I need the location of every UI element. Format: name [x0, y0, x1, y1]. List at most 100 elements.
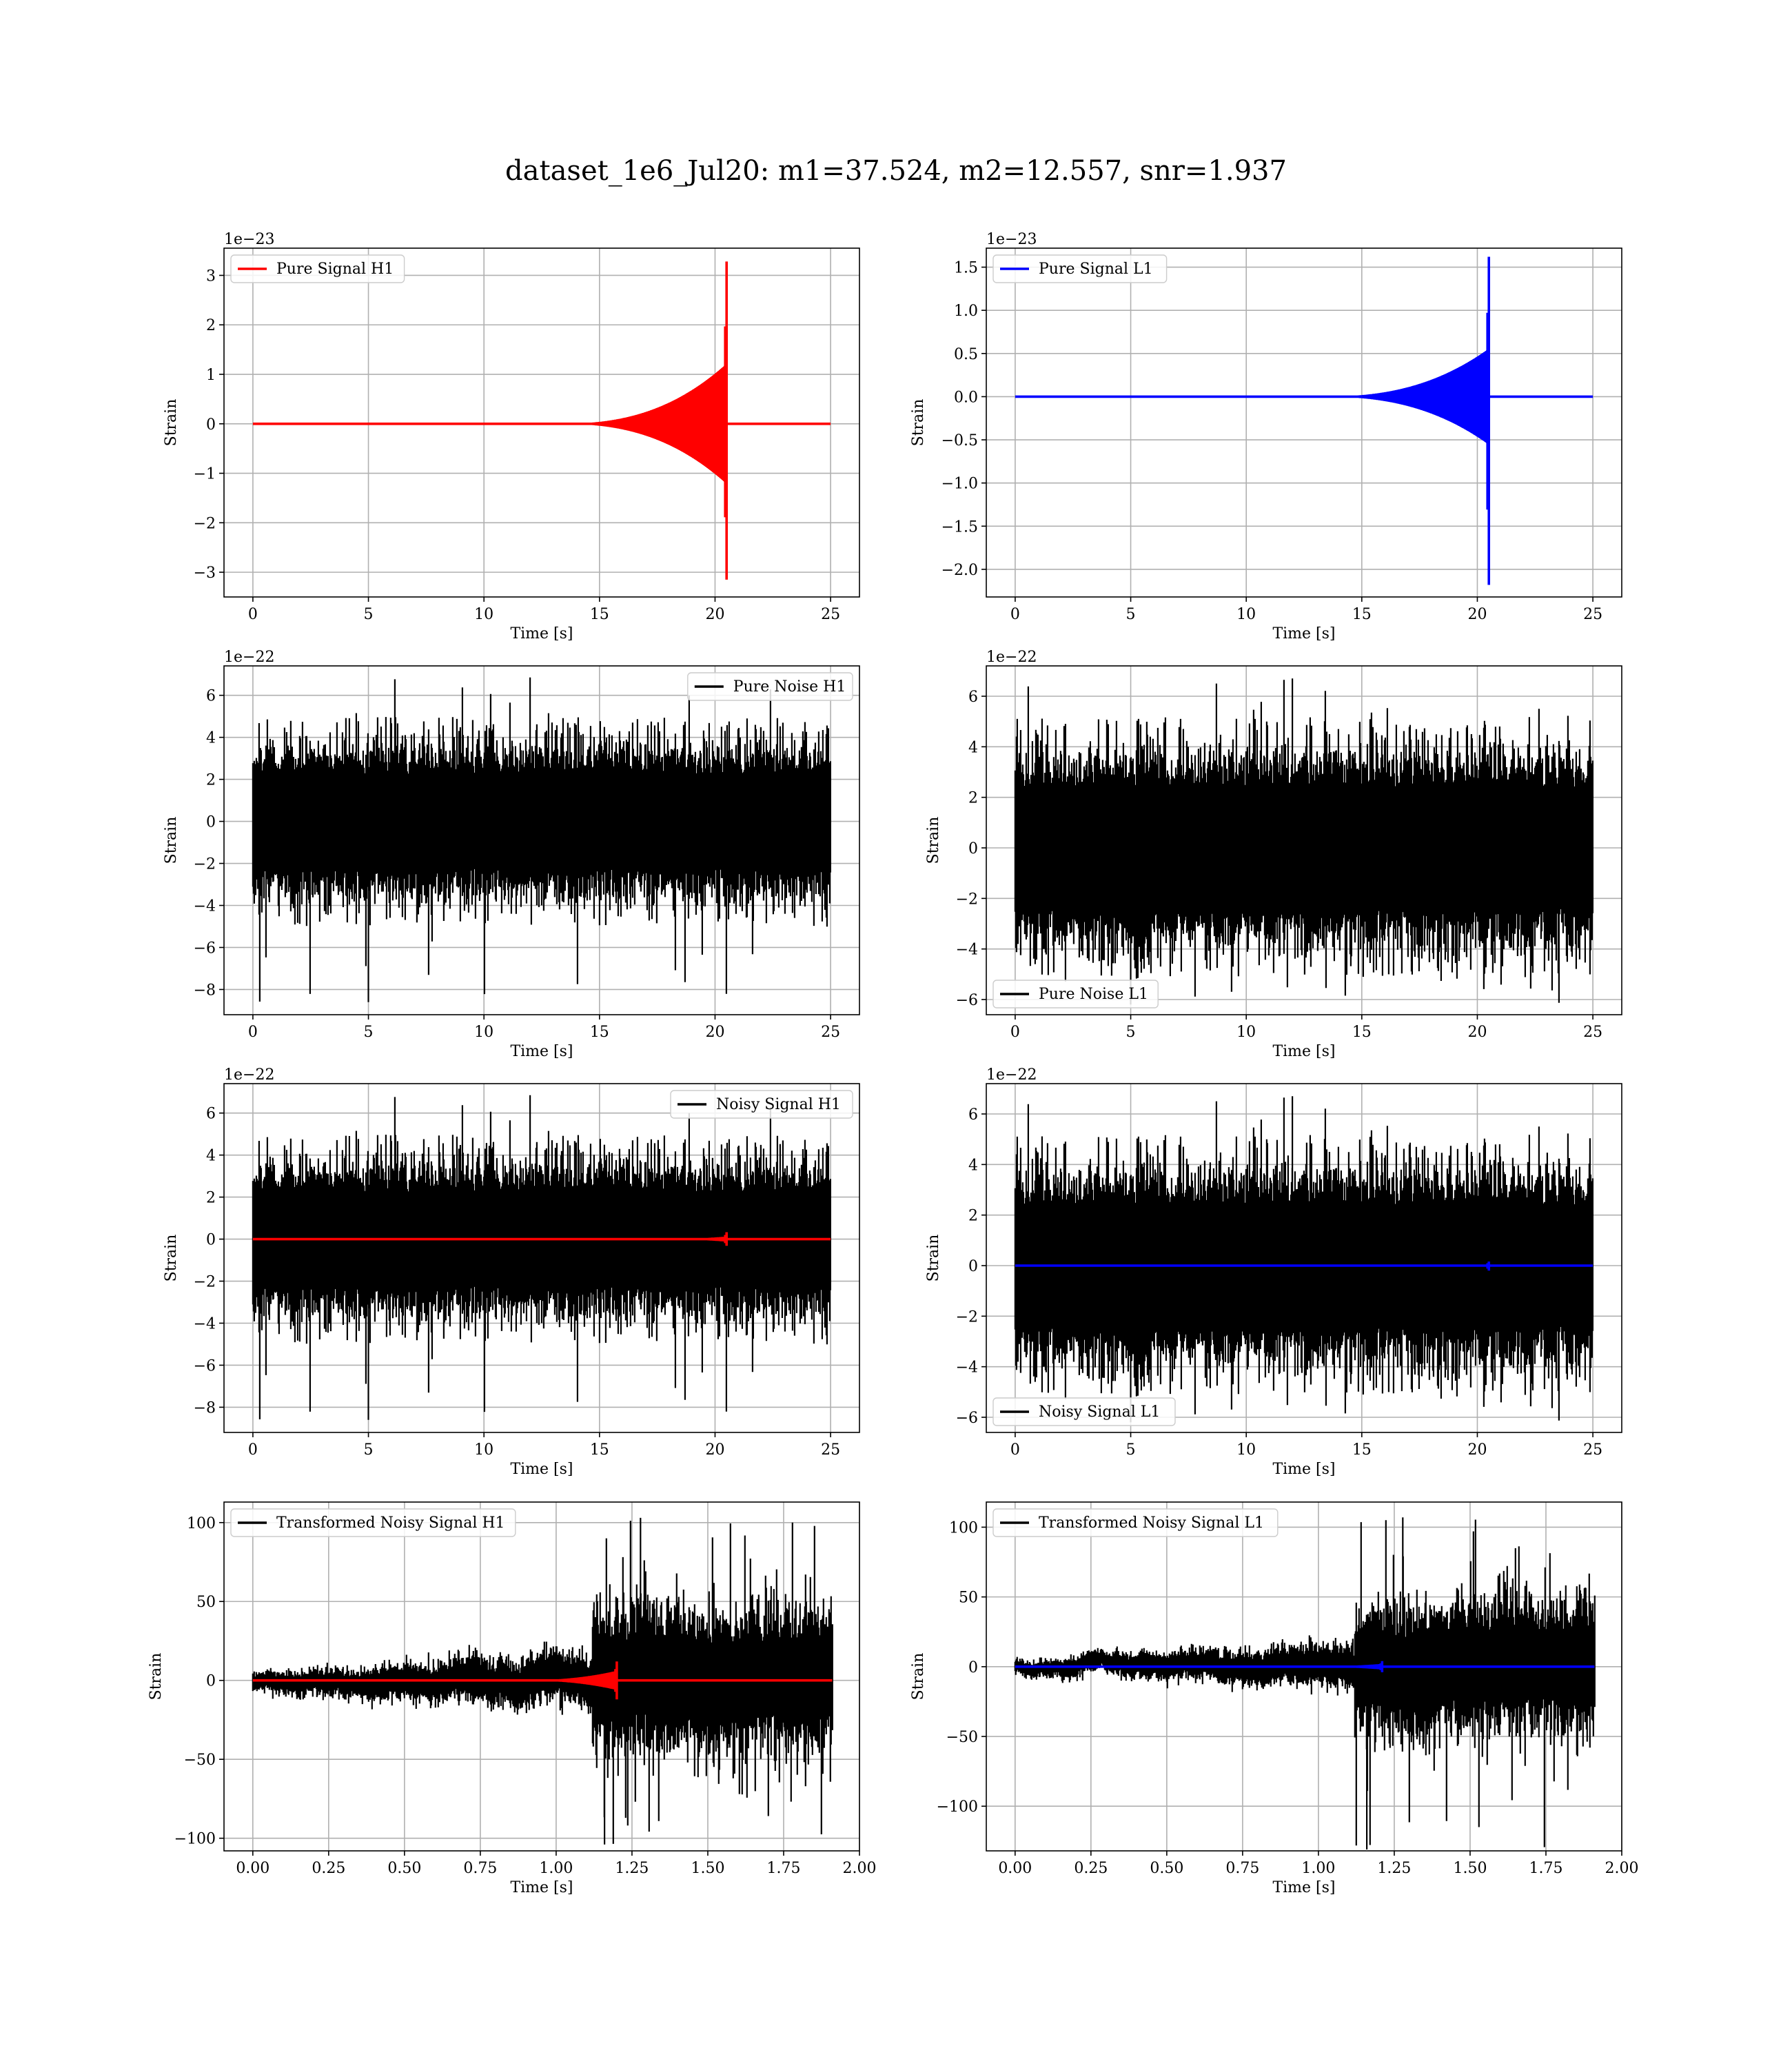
legend: Pure Signal L1 — [992, 254, 1168, 283]
x-tick-label: 0.25 — [1074, 1860, 1108, 1877]
x-tick-label: 15 — [1352, 1024, 1372, 1041]
y-tick-label: 3 — [206, 267, 216, 285]
x-tick-label: 1.50 — [691, 1860, 724, 1877]
x-tick-label: 10 — [1236, 1441, 1256, 1459]
figure-title: dataset_1e6_Jul20: m1=37.524, m2=12.557,… — [505, 155, 1287, 187]
axes-frame — [986, 1083, 1622, 1433]
noise-trace — [1014, 678, 1594, 1005]
x-tick-label: 20 — [1467, 1024, 1487, 1041]
legend-label: Transformed Noisy Signal H1 — [276, 1514, 505, 1532]
y-tick-label: 0.0 — [954, 389, 978, 406]
subplot-transformed-noisy-signal-l1: 0.00 0.25 0.50 0.75 1.00 1.25 1.50 1.75 2.00 −100… — [910, 1501, 1638, 1896]
x-tick-label: 15 — [1352, 606, 1372, 623]
y-tick-label: 1.5 — [954, 260, 978, 277]
legend-label: Pure Noise H1 — [733, 678, 846, 696]
y-tick-label: −100 — [937, 1798, 978, 1816]
y-tick-label: 100 — [949, 1519, 978, 1537]
y-tick-label: −8 — [194, 982, 216, 999]
noise-trace — [1014, 1096, 1594, 1423]
subplot-noisy-signal-h1: 0 5 10 15 20 25 −8 −6 −4 −2 0 2 4 6 Time [s] Strain 1e−2… — [163, 1066, 860, 1478]
y-tick-label: 1 — [206, 367, 216, 384]
x-tick-label: 20 — [705, 1024, 724, 1041]
x-tick-label: 5 — [1126, 1441, 1136, 1459]
offset-text: 1e−22 — [224, 1066, 274, 1084]
legend: Noisy Signal H1 — [670, 1090, 853, 1119]
x-tick-label: 0 — [1010, 1024, 1020, 1041]
y-tick-label: −2 — [194, 1274, 216, 1291]
x-tick-label: 25 — [821, 1024, 840, 1041]
legend-label: Pure Noise L1 — [1039, 986, 1148, 1003]
legend: Pure Signal H1 — [230, 254, 405, 283]
y-tick-label: 50 — [196, 1594, 216, 1611]
y-tick-label: −6 — [194, 1357, 216, 1375]
x-tick-label: 1.00 — [1301, 1860, 1335, 1877]
y-axis-label: Strain — [163, 399, 180, 447]
y-tick-label: −4 — [956, 1359, 978, 1377]
y-axis-label: Strain — [925, 1235, 942, 1282]
offset-text: 1e−22 — [986, 649, 1037, 666]
y-tick-label: −3 — [194, 565, 216, 582]
subplot-pure-noise-l1: 0 5 10 15 20 25 −6 −4 −2 0 2 4 6 Time [s] Strain 1e−22 P… — [925, 649, 1622, 1060]
legend-box — [230, 254, 405, 283]
legend: Transformed Noisy Signal L1 — [992, 1508, 1279, 1537]
legend-label: Noisy Signal L1 — [1039, 1403, 1160, 1421]
legend-label: Pure Signal L1 — [1039, 261, 1153, 278]
y-tick-label: 6 — [968, 1106, 978, 1124]
offset-text: 1e−22 — [986, 1066, 1037, 1084]
y-tick-label: 2 — [206, 317, 216, 334]
x-tick-label: 25 — [1583, 1024, 1602, 1041]
x-axis-label: Time [s] — [510, 1043, 573, 1060]
signal-trace — [252, 1232, 831, 1246]
y-tick-label: 2 — [968, 790, 978, 807]
x-tick-label: 2.00 — [843, 1860, 877, 1877]
x-axis-label: Time [s] — [1272, 625, 1335, 642]
y-tick-label: 2 — [206, 1190, 216, 1207]
axes-frame — [223, 1083, 860, 1433]
y-tick-label: 4 — [206, 1148, 216, 1165]
axes-frame — [986, 1501, 1622, 1852]
legend-box — [687, 672, 853, 701]
y-tick-label: 6 — [968, 689, 978, 706]
axes-frame — [223, 1501, 860, 1852]
y-tick-label: 4 — [206, 730, 216, 747]
y-tick-label: 4 — [968, 1157, 978, 1174]
y-tick-label: 0 — [968, 840, 978, 858]
y-tick-label: −0.5 — [941, 432, 978, 449]
x-tick-label: 1.25 — [1377, 1860, 1411, 1877]
x-tick-label: 15 — [590, 1441, 609, 1459]
x-tick-label: 20 — [1467, 606, 1487, 623]
y-tick-label: −2 — [194, 515, 216, 532]
y-axis-label: Strain — [910, 1653, 927, 1701]
x-tick-label: 10 — [1236, 1024, 1256, 1041]
legend-box — [992, 1397, 1176, 1426]
x-tick-label: 10 — [474, 1024, 493, 1041]
x-tick-label: 15 — [590, 606, 609, 623]
x-axis-label: Time [s] — [1272, 1461, 1335, 1478]
subplot-noisy-signal-l1: 0 5 10 15 20 25 −6 −4 −2 0 2 4 6 Time [s] Strain 1e−22 N… — [925, 1066, 1622, 1478]
x-tick-label: 0.25 — [312, 1860, 345, 1877]
x-tick-label: 15 — [590, 1024, 609, 1041]
x-tick-label: 25 — [1583, 1441, 1602, 1459]
axes-frame — [223, 665, 860, 1015]
noise-trace — [252, 1095, 831, 1420]
x-tick-label: 0 — [248, 1024, 258, 1041]
y-tick-label: 4 — [968, 739, 978, 756]
x-tick-label: 0.50 — [387, 1860, 421, 1877]
y-tick-label: −2 — [956, 891, 978, 908]
x-axis-label: Time [s] — [510, 1879, 573, 1896]
signal-trace — [1015, 256, 1594, 585]
legend-box — [992, 254, 1168, 283]
subplot-transformed-noisy-signal-h1: 0.00 0.25 0.50 0.75 1.00 1.25 1.50 1.75 2.00 −100… — [147, 1501, 877, 1896]
y-tick-label: −50 — [184, 1752, 216, 1769]
y-tick-label: 2 — [206, 772, 216, 789]
x-tick-label: 20 — [705, 1441, 724, 1459]
y-tick-label: 2 — [968, 1208, 978, 1225]
y-tick-label: −50 — [946, 1729, 978, 1746]
y-tick-label: −100 — [174, 1831, 216, 1848]
x-tick-label: 20 — [1467, 1441, 1487, 1459]
x-tick-label: 20 — [705, 606, 724, 623]
y-tick-label: −4 — [194, 898, 216, 915]
y-tick-label: 0.5 — [954, 346, 978, 363]
y-tick-label: −2.0 — [941, 562, 978, 579]
